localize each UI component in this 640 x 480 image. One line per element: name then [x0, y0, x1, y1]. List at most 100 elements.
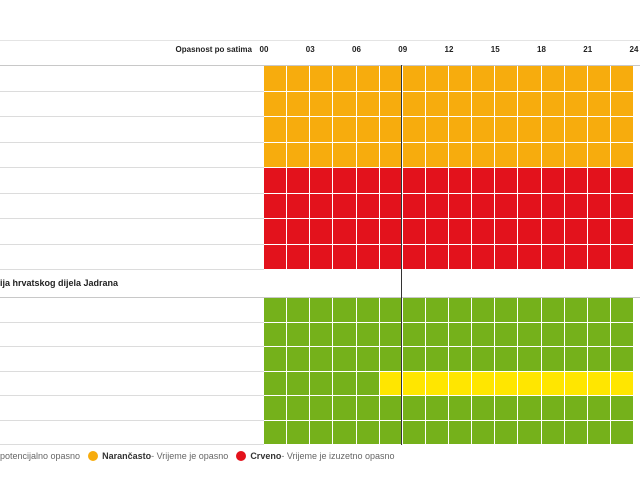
hour-cell — [402, 420, 426, 445]
hour-cell — [587, 298, 611, 323]
hour-cell — [333, 117, 357, 143]
hour-cell — [564, 347, 588, 372]
hour-cell — [610, 117, 634, 143]
hour-cell — [564, 244, 588, 270]
hour-cell — [356, 219, 380, 245]
region-divider — [0, 297, 640, 298]
hour-label-12: 12 — [444, 45, 454, 54]
hour-cell — [310, 347, 334, 372]
warning-row — [264, 117, 634, 143]
hour-label-03: 03 — [305, 45, 315, 54]
hour-cell — [402, 396, 426, 421]
hour-cell — [402, 193, 426, 219]
hour-cell — [518, 298, 542, 323]
warning-row — [264, 91, 634, 117]
hour-cell — [310, 66, 334, 92]
hour-cell — [287, 396, 311, 421]
region-title: ija hrvatskog dijela Jadrana — [0, 278, 119, 288]
hour-cell — [495, 193, 519, 219]
hour-cell — [449, 396, 473, 421]
hour-cell — [287, 117, 311, 143]
hour-cell — [264, 91, 288, 117]
hour-cell — [472, 298, 496, 323]
hour-cell — [564, 193, 588, 219]
hour-cell — [541, 244, 565, 270]
hour-cell — [264, 168, 288, 194]
warning-row — [264, 298, 634, 323]
hour-cell — [310, 142, 334, 168]
hour-cell — [356, 193, 380, 219]
hour-cell — [564, 371, 588, 396]
hour-cell — [449, 322, 473, 347]
hour-cell — [472, 420, 496, 445]
hour-cell — [518, 142, 542, 168]
hour-cell — [333, 91, 357, 117]
hour-cell — [610, 193, 634, 219]
legend-orange-text: - Vrijeme je opasno — [151, 451, 229, 461]
hour-cell — [495, 219, 519, 245]
hour-cell — [541, 219, 565, 245]
warning-row — [264, 193, 634, 219]
warning-row — [264, 219, 634, 245]
hour-cell — [610, 219, 634, 245]
hour-cell — [587, 244, 611, 270]
hour-cell — [333, 219, 357, 245]
row-divider — [0, 419, 264, 421]
hour-cell — [425, 298, 449, 323]
warning-row — [264, 396, 634, 421]
hour-cell — [264, 219, 288, 245]
hour-cell — [610, 91, 634, 117]
hour-cell — [449, 91, 473, 117]
row-divider — [0, 141, 264, 143]
hour-cell — [287, 168, 311, 194]
hour-cell — [541, 420, 565, 445]
hour-cell — [472, 168, 496, 194]
hour-cell — [333, 347, 357, 372]
hour-cell — [541, 193, 565, 219]
row-divider — [0, 269, 264, 270]
hour-cell — [264, 420, 288, 445]
hour-cell — [379, 322, 403, 347]
hour-cell — [495, 244, 519, 270]
hour-cell — [564, 168, 588, 194]
hour-cell — [310, 420, 334, 445]
hour-cell — [449, 347, 473, 372]
hour-cell — [425, 322, 449, 347]
warning-row — [264, 322, 634, 347]
hour-cell — [287, 347, 311, 372]
hour-cell — [287, 371, 311, 396]
hour-cell — [587, 117, 611, 143]
hour-cell — [379, 66, 403, 92]
hour-cell — [541, 347, 565, 372]
hour-cell — [495, 347, 519, 372]
red-dot-icon — [236, 451, 247, 461]
hour-cell — [264, 371, 288, 396]
hour-cell — [495, 91, 519, 117]
hour-cell — [425, 420, 449, 445]
hour-label-21: 21 — [583, 45, 593, 54]
hour-cell — [541, 168, 565, 194]
legend-yellow-text: potencijalno opasno — [0, 451, 81, 461]
hour-cell — [379, 298, 403, 323]
legend-orange-name: Narančasto — [102, 451, 152, 461]
orange-dot-icon — [88, 451, 99, 461]
hour-cell — [264, 142, 288, 168]
hour-cell — [541, 91, 565, 117]
hour-cell — [333, 244, 357, 270]
header-divider — [0, 65, 640, 66]
hour-cell — [425, 91, 449, 117]
hour-cell — [264, 193, 288, 219]
hour-cell — [495, 420, 519, 445]
hour-label-09: 09 — [398, 45, 408, 54]
hour-cell — [495, 298, 519, 323]
hour-cell — [449, 66, 473, 92]
hour-cell — [425, 244, 449, 270]
hour-cell — [495, 322, 519, 347]
hour-cell — [333, 322, 357, 347]
hour-cell — [287, 91, 311, 117]
hour-cell — [379, 219, 403, 245]
hour-cell — [472, 371, 496, 396]
hour-cell — [310, 396, 334, 421]
hour-cell — [287, 244, 311, 270]
hour-cell — [333, 168, 357, 194]
